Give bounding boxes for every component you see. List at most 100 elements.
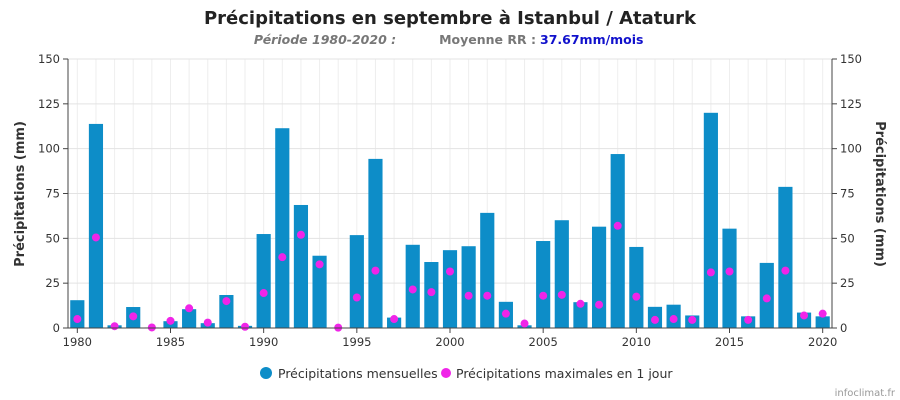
point-1993: [315, 260, 324, 269]
bar-2005: [536, 241, 551, 328]
point-1995: [352, 293, 361, 302]
point-1980: [73, 315, 82, 324]
point-2020: [818, 309, 827, 318]
credit-text[interactable]: infoclimat.fr: [835, 388, 896, 399]
y-tick-label-left: 50: [45, 231, 60, 245]
point-1998: [408, 285, 417, 294]
x-tick-label: 2000: [435, 335, 464, 349]
bar-2020: [815, 316, 830, 328]
point-2010: [632, 292, 641, 301]
point-1988: [222, 297, 231, 306]
y-axis-right-title: Précipitations (mm): [872, 121, 887, 267]
y-tick-label-left: 150: [38, 52, 60, 66]
y-axis-right-ticks: 0 25 50 75 100 125 150: [832, 52, 862, 335]
point-2001: [464, 291, 473, 300]
point-1986: [185, 304, 194, 313]
x-tick-label: 2005: [529, 335, 558, 349]
bar-2018: [778, 186, 793, 328]
y-axis-left-title: Précipitations (mm): [13, 121, 28, 267]
legend-label-max-one-day: Précipitations maximales en 1 jour: [456, 366, 673, 381]
chart-subtitle-average-label: Moyenne RR :: [439, 32, 536, 47]
bar-1980: [70, 300, 85, 328]
y-tick-label-right: 75: [840, 187, 855, 201]
point-2008: [595, 300, 604, 309]
y-tick-label-right: 150: [840, 52, 862, 66]
point-1990: [259, 289, 268, 298]
legend-marker-max-one-day: [441, 368, 451, 378]
point-2007: [576, 299, 585, 308]
bar-2010: [629, 246, 644, 328]
point-2000: [446, 267, 454, 276]
y-tick-label-left: 0: [53, 321, 60, 335]
point-2004: [520, 319, 529, 328]
bar-series: [70, 112, 830, 328]
bar-2000: [442, 250, 458, 328]
x-tick-label: 1980: [63, 335, 92, 349]
x-tick-label: 2010: [622, 335, 651, 349]
y-tick-label-left: 100: [38, 142, 60, 156]
point-1997: [390, 315, 399, 324]
max-one-day-series: [73, 221, 827, 332]
point-1981: [91, 233, 100, 242]
y-tick-label-left: 75: [45, 187, 60, 201]
bar-1991: [275, 128, 290, 328]
point-1989: [241, 322, 250, 331]
chart-subtitle-average-value: 37.67mm/mois: [540, 32, 644, 47]
point-1999: [427, 288, 436, 297]
y-tick-label-right: 50: [840, 231, 855, 245]
bar-1981: [88, 123, 104, 328]
bar-2006: [554, 220, 569, 328]
bar-1992: [293, 204, 309, 328]
y-tick-label-right: 100: [840, 142, 862, 156]
point-1996: [371, 266, 380, 275]
point-2017: [762, 294, 771, 303]
point-2002: [483, 291, 492, 300]
y-axis-left-ticks: 0 25 50 75 100 125 150: [38, 52, 68, 335]
point-1983: [129, 312, 138, 321]
bar-2014: [703, 112, 718, 328]
point-2013: [688, 315, 697, 324]
point-2009: [613, 221, 622, 230]
point-2018: [781, 266, 790, 275]
x-axis-ticks: 1980 1985 1990 1995 2000 2005 2010 2015 2020: [63, 328, 837, 349]
y-tick-label-right: 0: [840, 321, 847, 335]
point-2005: [539, 291, 548, 300]
point-1984: [147, 323, 156, 332]
legend-marker-monthly: [260, 367, 272, 379]
bar-1988: [219, 295, 234, 328]
legend-item-max-one-day[interactable]: Précipitations maximales en 1 jour: [441, 366, 673, 381]
chart-subtitle-period: Période 1980-2020 :: [254, 32, 396, 47]
point-2003: [501, 309, 510, 318]
legend-item-monthly[interactable]: Précipitations mensuelles: [260, 366, 438, 381]
bar-1995: [349, 235, 364, 328]
x-tick-label: 2020: [808, 335, 837, 349]
bar-2015: [722, 228, 737, 328]
bar-1986: [182, 309, 197, 328]
point-1982: [110, 322, 119, 331]
bar-1996: [368, 158, 383, 328]
x-tick-label: 1995: [342, 335, 371, 349]
legend: Précipitations mensuelles Précipitations…: [260, 366, 673, 381]
chart-title: Précipitations en septembre à Istanbul /…: [204, 8, 697, 29]
point-2006: [557, 290, 566, 299]
y-tick-label-left: 125: [38, 97, 60, 111]
bar-2009: [610, 154, 625, 328]
x-tick-label: 1985: [156, 335, 185, 349]
point-1992: [296, 230, 305, 239]
point-1985: [166, 316, 175, 325]
point-2016: [744, 315, 753, 324]
point-2014: [706, 268, 715, 277]
point-1991: [278, 253, 287, 262]
point-2019: [800, 311, 809, 320]
legend-label-monthly: Précipitations mensuelles: [278, 366, 438, 381]
bar-1993: [312, 255, 327, 328]
point-2011: [650, 315, 659, 324]
bar-2007: [573, 302, 588, 328]
point-2015: [725, 267, 734, 276]
y-tick-label-left: 25: [45, 276, 60, 290]
bar-2001: [461, 246, 476, 328]
point-2012: [669, 315, 678, 324]
bar-2008: [591, 226, 607, 328]
y-tick-label-right: 25: [840, 276, 855, 290]
